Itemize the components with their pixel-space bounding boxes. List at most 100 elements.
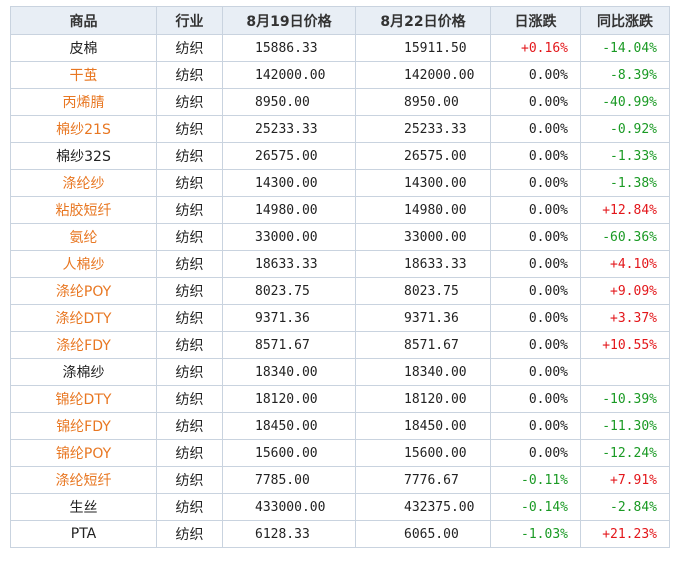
- header-daily-change[interactable]: 日涨跌: [490, 6, 581, 35]
- price-aug22-cell: 6065.00: [355, 520, 491, 548]
- industry-cell: 纺织: [156, 223, 223, 251]
- price-aug19-cell: 18120.00: [222, 385, 356, 413]
- price-aug22-cell: 25233.33: [355, 115, 491, 143]
- commodity-name[interactable]: 人棉纱: [10, 250, 157, 278]
- yoy-change-cell: +3.37%: [580, 304, 670, 332]
- price-aug22-cell: 14980.00: [355, 196, 491, 224]
- daily-change-cell: 0.00%: [490, 304, 581, 332]
- industry-cell: 纺织: [156, 277, 223, 305]
- price-aug19-cell: 9371.36: [222, 304, 356, 332]
- table-row: 锦纶POY 纺织 15600.00 15600.00 0.00% -12.24%: [10, 439, 670, 467]
- daily-change-cell: 0.00%: [490, 88, 581, 116]
- table-row: 生丝 纺织 433000.00 432375.00 -0.14% -2.84%: [10, 493, 670, 521]
- commodity-name: 涤棉纱: [10, 358, 157, 386]
- industry-cell: 纺织: [156, 304, 223, 332]
- daily-change-cell: 0.00%: [490, 358, 581, 386]
- yoy-change-cell: -2.84%: [580, 493, 670, 521]
- industry-cell: 纺织: [156, 88, 223, 116]
- commodity-name[interactable]: 涤纶POY: [10, 277, 157, 305]
- commodity-name[interactable]: 涤纶FDY: [10, 331, 157, 359]
- table-row: 涤纶DTY 纺织 9371.36 9371.36 0.00% +3.37%: [10, 304, 670, 332]
- daily-change-cell: 0.00%: [490, 277, 581, 305]
- price-table-container: 商品 行业 8月19日价格 8月22日价格 日涨跌 同比涨跌 皮棉 纺织 15886…: [10, 6, 670, 548]
- industry-cell: 纺织: [156, 250, 223, 278]
- header-price-aug19[interactable]: 8月19日价格: [222, 6, 356, 35]
- yoy-change-cell: -10.39%: [580, 385, 670, 413]
- industry-cell: 纺织: [156, 169, 223, 197]
- yoy-change-cell: +21.23%: [580, 520, 670, 548]
- price-aug19-cell: 18633.33: [222, 250, 356, 278]
- yoy-change-cell: -8.39%: [580, 61, 670, 89]
- commodity-name[interactable]: 锦纶POY: [10, 439, 157, 467]
- price-aug22-cell: 15911.50: [355, 34, 491, 62]
- yoy-change-cell: -1.33%: [580, 142, 670, 170]
- price-aug22-cell: 26575.00: [355, 142, 491, 170]
- table-row: 粘胶短纤 纺织 14980.00 14980.00 0.00% +12.84%: [10, 196, 670, 224]
- commodity-name[interactable]: 丙烯腈: [10, 88, 157, 116]
- table-row: 皮棉 纺织 15886.33 15911.50 +0.16% -14.04%: [10, 34, 670, 62]
- daily-change-cell: 0.00%: [490, 385, 581, 413]
- yoy-change-cell: -40.99%: [580, 88, 670, 116]
- header-row: 商品 行业 8月19日价格 8月22日价格 日涨跌 同比涨跌: [10, 6, 670, 35]
- daily-change-cell: -0.14%: [490, 493, 581, 521]
- commodity-name[interactable]: 干茧: [10, 61, 157, 89]
- yoy-change-cell: -1.38%: [580, 169, 670, 197]
- industry-cell: 纺织: [156, 412, 223, 440]
- price-aug19-cell: 6128.33: [222, 520, 356, 548]
- table-row: 锦纶DTY 纺织 18120.00 18120.00 0.00% -10.39%: [10, 385, 670, 413]
- table-row: 涤纶FDY 纺织 8571.67 8571.67 0.00% +10.55%: [10, 331, 670, 359]
- header-price-aug22[interactable]: 8月22日价格: [355, 6, 491, 35]
- daily-change-cell: 0.00%: [490, 61, 581, 89]
- table-row: 丙烯腈 纺织 8950.00 8950.00 0.00% -40.99%: [10, 88, 670, 116]
- industry-cell: 纺织: [156, 385, 223, 413]
- table-row: 干茧 纺织 142000.00 142000.00 0.00% -8.39%: [10, 61, 670, 89]
- header-yoy-change[interactable]: 同比涨跌: [580, 6, 670, 35]
- price-aug19-cell: 142000.00: [222, 61, 356, 89]
- commodity-name[interactable]: 涤纶短纤: [10, 466, 157, 494]
- daily-change-cell: 0.00%: [490, 223, 581, 251]
- industry-cell: 纺织: [156, 196, 223, 224]
- price-aug19-cell: 8571.67: [222, 331, 356, 359]
- table-row: 棉纱21S 纺织 25233.33 25233.33 0.00% -0.92%: [10, 115, 670, 143]
- commodity-name[interactable]: 棉纱21S: [10, 115, 157, 143]
- price-aug22-cell: 18340.00: [355, 358, 491, 386]
- table-row: 涤纶短纤 纺织 7785.00 7776.67 -0.11% +7.91%: [10, 466, 670, 494]
- price-aug19-cell: 8023.75: [222, 277, 356, 305]
- industry-cell: 纺织: [156, 61, 223, 89]
- commodity-name: PTA: [10, 520, 157, 548]
- commodity-name: 生丝: [10, 493, 157, 521]
- commodity-name[interactable]: 锦纶DTY: [10, 385, 157, 413]
- industry-cell: 纺织: [156, 358, 223, 386]
- price-aug19-cell: 14300.00: [222, 169, 356, 197]
- price-aug22-cell: 18450.00: [355, 412, 491, 440]
- price-aug22-cell: 142000.00: [355, 61, 491, 89]
- price-aug19-cell: 433000.00: [222, 493, 356, 521]
- industry-cell: 纺织: [156, 466, 223, 494]
- daily-change-cell: 0.00%: [490, 115, 581, 143]
- industry-cell: 纺织: [156, 439, 223, 467]
- commodity-name[interactable]: 锦纶FDY: [10, 412, 157, 440]
- price-aug19-cell: 33000.00: [222, 223, 356, 251]
- price-aug19-cell: 8950.00: [222, 88, 356, 116]
- daily-change-cell: 0.00%: [490, 169, 581, 197]
- commodity-name: 棉纱32S: [10, 142, 157, 170]
- commodity-name[interactable]: 氨纶: [10, 223, 157, 251]
- table-row: PTA 纺织 6128.33 6065.00 -1.03% +21.23%: [10, 520, 670, 548]
- commodity-name[interactable]: 涤纶纱: [10, 169, 157, 197]
- price-aug22-cell: 18633.33: [355, 250, 491, 278]
- commodity-name[interactable]: 粘胶短纤: [10, 196, 157, 224]
- price-aug19-cell: 18450.00: [222, 412, 356, 440]
- industry-cell: 纺织: [156, 34, 223, 62]
- yoy-change-cell: -60.36%: [580, 223, 670, 251]
- price-aug19-cell: 15600.00: [222, 439, 356, 467]
- header-commodity[interactable]: 商品: [10, 6, 157, 35]
- commodity-name[interactable]: 涤纶DTY: [10, 304, 157, 332]
- price-aug19-cell: 25233.33: [222, 115, 356, 143]
- industry-cell: 纺织: [156, 520, 223, 548]
- price-aug22-cell: 18120.00: [355, 385, 491, 413]
- daily-change-cell: 0.00%: [490, 250, 581, 278]
- table-body: 皮棉 纺织 15886.33 15911.50 +0.16% -14.04% 干茧 纺织 142…: [10, 34, 670, 548]
- price-aug22-cell: 9371.36: [355, 304, 491, 332]
- header-industry[interactable]: 行业: [156, 6, 223, 35]
- commodity-name: 皮棉: [10, 34, 157, 62]
